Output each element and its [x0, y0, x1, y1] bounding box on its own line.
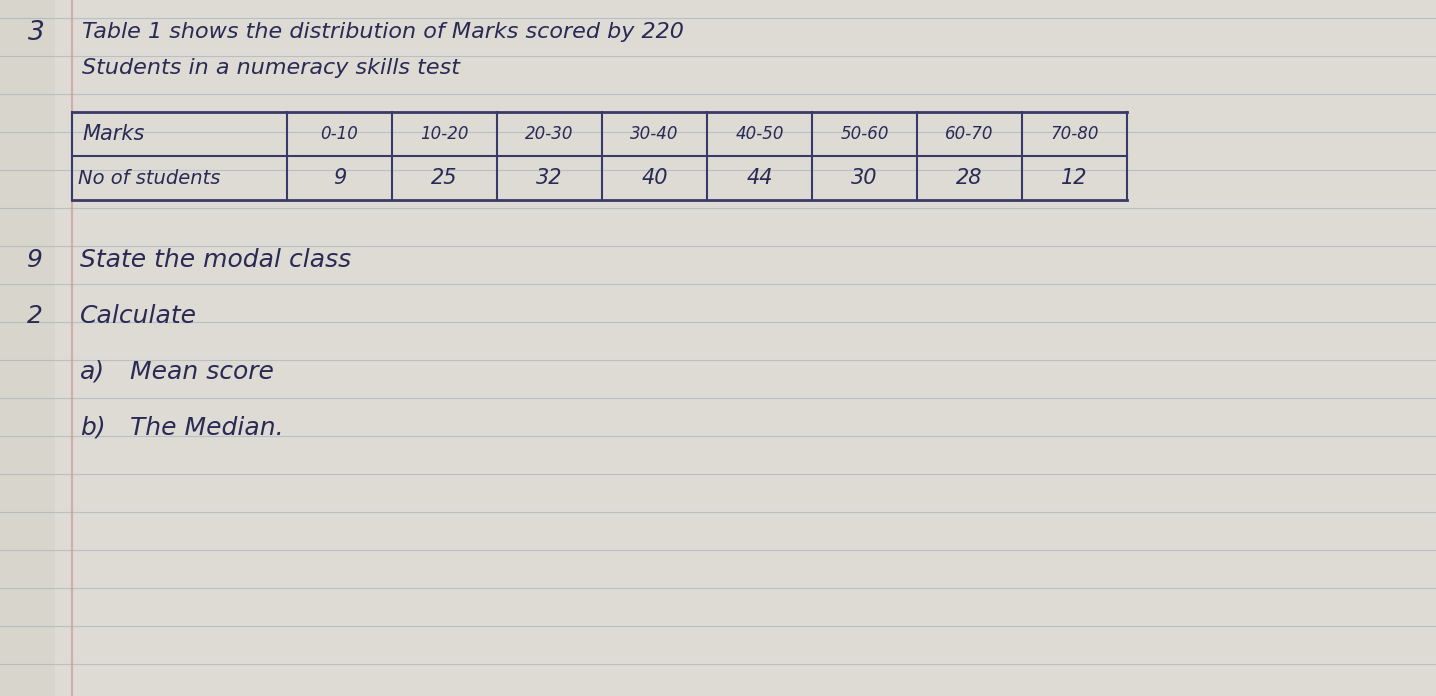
Text: Table 1 shows the distribution of Marks scored by 220: Table 1 shows the distribution of Marks … — [82, 22, 684, 42]
Text: Mean score: Mean score — [131, 360, 274, 384]
Text: 9: 9 — [27, 248, 43, 272]
Text: 20-30: 20-30 — [526, 125, 574, 143]
Text: Calculate: Calculate — [80, 304, 197, 328]
Text: The Median.: The Median. — [131, 416, 284, 440]
Text: 25: 25 — [431, 168, 458, 188]
Text: 0-10: 0-10 — [320, 125, 359, 143]
Text: State the modal class: State the modal class — [80, 248, 352, 272]
Text: 30-40: 30-40 — [630, 125, 679, 143]
Text: Marks: Marks — [82, 124, 145, 144]
Text: 60-70: 60-70 — [945, 125, 994, 143]
Text: 9: 9 — [333, 168, 346, 188]
Text: 10-20: 10-20 — [421, 125, 468, 143]
Text: 12: 12 — [1061, 168, 1087, 188]
Text: Students in a numeracy skills test: Students in a numeracy skills test — [82, 58, 460, 78]
Text: b): b) — [80, 416, 106, 440]
Text: 28: 28 — [956, 168, 982, 188]
Text: a): a) — [80, 360, 105, 384]
Text: No of students: No of students — [78, 168, 220, 187]
Text: 70-80: 70-80 — [1050, 125, 1099, 143]
Text: 2: 2 — [27, 304, 43, 328]
Text: 50-60: 50-60 — [840, 125, 889, 143]
Text: 44: 44 — [747, 168, 773, 188]
Text: 30: 30 — [852, 168, 877, 188]
Text: 3: 3 — [27, 20, 45, 46]
Text: 32: 32 — [536, 168, 563, 188]
Text: 40: 40 — [642, 168, 668, 188]
Text: 40-50: 40-50 — [735, 125, 784, 143]
